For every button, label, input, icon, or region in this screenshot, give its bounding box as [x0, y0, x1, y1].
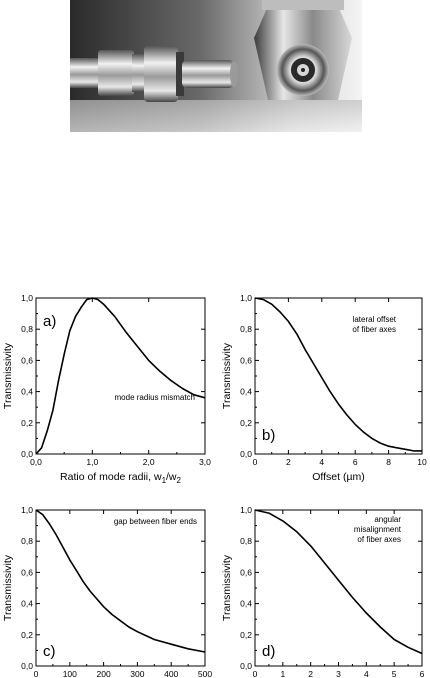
x-tick-label: 100 — [63, 669, 77, 678]
y-tick-label: 0,0 — [240, 661, 252, 671]
y-tick-label: 0,6 — [21, 355, 33, 365]
chart-panel-3: 0 100 200 300 400 500 0,0 0,2 0,4 0,6 0,8 1,0 Transm… — [2, 505, 212, 678]
x-axis-label-sub1: 1 — [162, 476, 167, 485]
y-axis-label: Transmissivity — [221, 342, 233, 409]
x-tick-label: 6 — [353, 457, 358, 467]
chart-panel-4: 01234560,00,20,40,60,81,0TransmissivityA… — [221, 505, 425, 678]
y-tick-label: 0,0 — [240, 449, 252, 459]
y-tick-label: 0,8 — [240, 536, 252, 546]
series-line — [254, 297, 422, 452]
plot-frame — [35, 297, 206, 455]
annotation-text: lateral offset — [353, 315, 397, 324]
y-tick-label: 0,2 — [240, 630, 252, 640]
x-tick-label: 2 — [308, 669, 313, 678]
y-tick-label: 0,0 — [21, 661, 33, 671]
annotation-text: of fiber axes — [357, 535, 401, 544]
x-axis-label-mid: /w — [166, 471, 177, 483]
y-tick-label: 0,2 — [21, 630, 33, 640]
series-line — [254, 509, 423, 655]
series-line — [35, 297, 206, 455]
y-tick-label: 0,4 — [240, 387, 252, 397]
x-tick-label: 1,0 — [86, 457, 98, 467]
x-axis-label: Offset (µm) — [312, 471, 365, 483]
x-tick-label: 6 — [420, 669, 425, 678]
y-tick-label: 0,6 — [240, 567, 252, 577]
x-tick-label: 5 — [392, 669, 397, 678]
x-tick-label: 300 — [130, 669, 144, 678]
series-line — [35, 509, 206, 653]
annotation-text: of fiber axes — [352, 325, 396, 334]
fiber-connector-photo — [70, 0, 362, 132]
panel-label: b) — [262, 427, 275, 444]
y-tick-label: 0,8 — [21, 536, 33, 546]
annotation-text: angular — [374, 515, 401, 524]
y-tick-label: 0,8 — [21, 324, 33, 334]
y-tick-label: 0,8 — [240, 324, 252, 334]
panel-label: d) — [262, 643, 275, 660]
y-tick-label: 0,4 — [21, 599, 33, 609]
y-tick-label: 1,0 — [240, 293, 252, 303]
annotation-text: mode radius mismatch — [115, 393, 195, 402]
y-axis-label: Transmissivity — [2, 554, 14, 621]
y-tick-label: 1,0 — [21, 293, 33, 303]
panel-label: a) — [43, 313, 56, 330]
x-tick-label: 500 — [198, 669, 212, 678]
x-tick-label: 10 — [417, 457, 427, 467]
y-tick-label: 0,2 — [21, 418, 33, 428]
x-tick-label: 3 — [336, 669, 341, 678]
y-tick-label: 0,6 — [21, 567, 33, 577]
x-tick-label: 0 — [253, 457, 258, 467]
x-axis-label-main: Ratio of mode radii, w — [60, 471, 162, 483]
x-tick-label: 400 — [164, 669, 178, 678]
x-tick-label: 0 — [34, 669, 39, 678]
x-tick-label: 4 — [319, 457, 324, 467]
x-tick-label: 4 — [364, 669, 369, 678]
y-tick-label: 0,0 — [21, 449, 33, 459]
x-tick-label: 2,0 — [143, 457, 155, 467]
y-axis-label: Transmissivity — [2, 342, 14, 409]
x-axis-label: Ratio of mode radii, w1/w2 — [60, 471, 182, 485]
plot-frame — [254, 297, 423, 455]
y-tick-label: 0,4 — [240, 599, 252, 609]
y-tick-label: 0,2 — [240, 418, 252, 428]
y-axis-label: Transmissivity — [221, 554, 233, 621]
x-tick-label: 1 — [280, 669, 285, 678]
plot-frame — [35, 509, 206, 667]
x-tick-label: 0,0 — [30, 457, 42, 467]
x-axis-label-sub2: 2 — [177, 476, 182, 485]
chart-panel-2: 0 2 4 6 8 10 0,0 0,2 0,4 0,6 0,8 1,0 Transmissivity O… — [221, 293, 427, 483]
annotation-text: misalignment — [354, 525, 402, 534]
y-tick-label: 1,0 — [21, 505, 33, 515]
x-tick-label: 200 — [97, 669, 111, 678]
annotation-text: gap between fiber ends — [114, 517, 197, 526]
x-tick-label: 2 — [286, 457, 291, 467]
x-tick-label: 0 — [253, 669, 258, 678]
y-tick-label: 1,0 — [240, 505, 252, 515]
chart-panel-1: 0,0 1,0 2,0 3,0 0,0 0,2 0,4 0,6 0,8 1,0 Transmissi… — [2, 293, 211, 485]
y-tick-label: 0,6 — [240, 355, 252, 365]
x-tick-label: 3,0 — [199, 457, 211, 467]
y-tick-label: 0,4 — [21, 387, 33, 397]
x-tick-label: 8 — [386, 457, 391, 467]
panel-label: c) — [43, 643, 56, 660]
